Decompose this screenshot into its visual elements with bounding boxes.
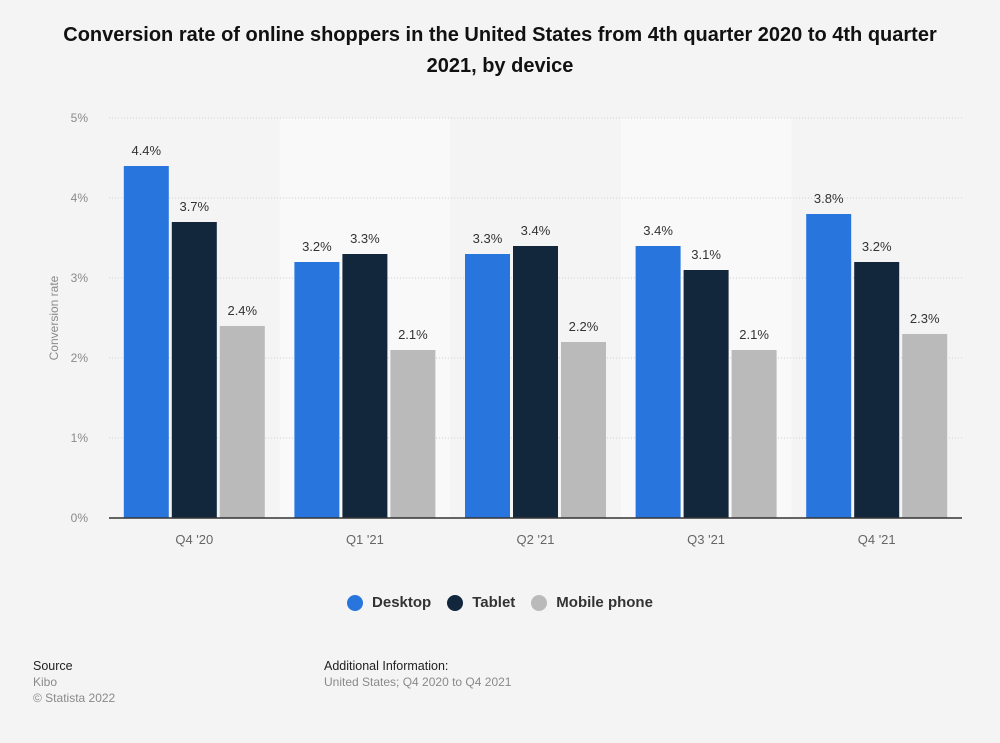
y-tick-label: 0% bbox=[71, 511, 89, 525]
bar-desktop bbox=[465, 254, 510, 518]
data-label: 2.3% bbox=[910, 311, 940, 326]
data-label: 4.4% bbox=[131, 143, 161, 158]
y-tick-label: 5% bbox=[71, 111, 89, 125]
x-tick-label: Q4 '21 bbox=[858, 532, 896, 547]
data-label: 3.3% bbox=[350, 231, 380, 246]
bar-desktop bbox=[123, 166, 169, 518]
bar-tablet bbox=[854, 262, 900, 518]
bar-tablet bbox=[171, 222, 217, 518]
y-tick-label: 1% bbox=[71, 431, 89, 445]
legend-label: Tablet bbox=[472, 594, 516, 611]
legend-dot-icon bbox=[347, 594, 364, 611]
data-label: 3.2% bbox=[302, 239, 332, 254]
y-tick-label: 3% bbox=[71, 271, 89, 285]
bar-mobile-phone bbox=[902, 334, 948, 518]
x-tick-label: Q1 '21 bbox=[346, 532, 384, 547]
bar-mobile-phone bbox=[219, 326, 265, 518]
bar-chart: 0% 1% 2% 3% 4% 5% Conversion rate 4.4% 3.7% 2.4% Q… bbox=[47, 111, 962, 547]
data-label: 2.2% bbox=[569, 319, 599, 334]
bar-desktop bbox=[294, 262, 340, 518]
chart-title: Conversion rate of online shoppers in th… bbox=[63, 24, 937, 77]
data-label: 2.4% bbox=[227, 303, 257, 318]
data-label: 3.4% bbox=[521, 223, 551, 238]
legend-label: Desktop bbox=[372, 594, 432, 611]
source-link[interactable]: Kibo bbox=[33, 675, 58, 689]
source-block: Source Kibo © Statista 2022 bbox=[33, 658, 115, 706]
chart-legend: Desktop Tablet Mobile phone bbox=[0, 594, 1000, 611]
legend-item-mobile-phone[interactable]: Mobile phone bbox=[531, 594, 653, 611]
data-label: 3.7% bbox=[179, 199, 209, 214]
x-tick-label: Q3 '21 bbox=[687, 532, 725, 547]
bar-desktop bbox=[635, 246, 681, 518]
data-label: 3.3% bbox=[473, 231, 503, 246]
y-axis-label: Conversion rate bbox=[47, 275, 61, 360]
legend-dot-icon bbox=[447, 594, 464, 611]
data-label: 2.1% bbox=[739, 327, 769, 342]
data-label: 3.1% bbox=[691, 247, 721, 262]
data-label: 3.4% bbox=[643, 223, 673, 238]
bar-desktop bbox=[806, 214, 852, 518]
data-label: 3.8% bbox=[814, 191, 844, 206]
x-tick-label: Q4 '20 bbox=[175, 532, 213, 547]
bar-tablet bbox=[683, 270, 729, 518]
y-tick-label: 2% bbox=[71, 351, 89, 365]
bar-tablet bbox=[342, 254, 388, 518]
legend-item-desktop[interactable]: Desktop bbox=[347, 594, 431, 611]
legend-item-tablet[interactable]: Tablet bbox=[447, 594, 515, 611]
additional-info-text: United States; Q4 2020 to Q4 2021 bbox=[324, 675, 512, 689]
legend-dot-icon bbox=[531, 594, 548, 611]
bar-mobile-phone bbox=[731, 350, 777, 518]
y-tick-label: 4% bbox=[71, 191, 89, 205]
data-label: 3.2% bbox=[862, 239, 892, 254]
additional-info-heading[interactable]: Additional Information: bbox=[324, 659, 449, 673]
data-label: 2.1% bbox=[398, 327, 428, 342]
copyright: © Statista 2022 bbox=[33, 691, 116, 705]
x-tick-label: Q2 '21 bbox=[517, 532, 555, 547]
additional-info-block: Additional Information: United States; Q… bbox=[324, 658, 511, 690]
bar-mobile-phone bbox=[561, 342, 606, 518]
legend-label: Mobile phone bbox=[556, 594, 653, 611]
bar-tablet bbox=[513, 246, 558, 518]
source-heading: Source bbox=[33, 659, 73, 673]
bar-mobile-phone bbox=[390, 350, 436, 518]
